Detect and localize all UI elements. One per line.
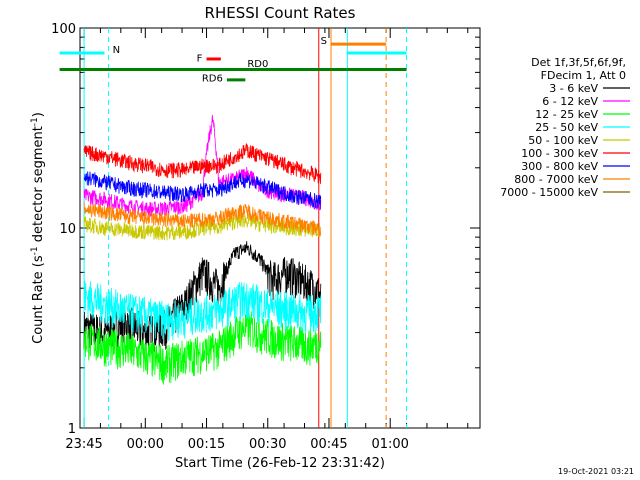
chart-title: RHESSI Count Rates bbox=[205, 4, 356, 22]
x-axis-label: Start Time (26-Feb-12 23:31:42) bbox=[175, 456, 385, 471]
x-tick-label: 00:15 bbox=[188, 437, 225, 452]
y-tick-label: 10 bbox=[59, 222, 76, 237]
legend-entry-label: 12 - 25 keV bbox=[535, 108, 598, 121]
series-line-50-100-kev bbox=[83, 212, 322, 241]
annotation-n: N bbox=[113, 45, 120, 56]
y-tick-label: 1 bbox=[68, 422, 76, 437]
legend-header-line: FDecim 1, Att 0 bbox=[541, 69, 626, 82]
legend-entry-label: 100 - 300 keV bbox=[521, 147, 598, 160]
y-axis-label: Count Rate (s-1 detector segment-1) bbox=[30, 112, 46, 344]
legend-entry-label: 6 - 12 keV bbox=[542, 95, 598, 108]
annotation-rd0: RD0 bbox=[247, 59, 268, 70]
y-tick-label: 100 bbox=[51, 22, 76, 37]
series-line-100-300-kev bbox=[83, 143, 322, 184]
x-tick-label: 00:45 bbox=[310, 437, 347, 452]
x-tick-label: 01:00 bbox=[371, 437, 408, 452]
legend-entry-label: 800 - 7000 keV bbox=[514, 173, 598, 186]
plot-area: 1 10 100 23:45 00:00 00:15 00:30 00:45 01:00 N F RD… bbox=[51, 22, 481, 452]
series-line-800-7000-kev bbox=[83, 201, 322, 238]
annotation-rd6: RD6 bbox=[202, 74, 223, 85]
x-tick-label: 00:00 bbox=[127, 437, 164, 452]
legend-entry-label: 3 - 6 keV bbox=[549, 82, 598, 95]
annotation-f: F bbox=[197, 53, 203, 64]
series-line-12-25-kev bbox=[83, 310, 322, 385]
legend-entry-label: 25 - 50 keV bbox=[535, 121, 598, 134]
legend-entry-label: 50 - 100 keV bbox=[528, 134, 598, 147]
footer-date: 19-Oct-2021 03:21 bbox=[558, 467, 634, 476]
legend-header-line: Det 1f,3f,5f,6f,9f, bbox=[531, 56, 626, 69]
x-tick-label: 23:45 bbox=[65, 437, 102, 452]
legend-entry-label: 7000 - 15000 keV bbox=[500, 186, 598, 199]
series-line-25-50-kev bbox=[83, 280, 322, 341]
x-tick-label: 00:30 bbox=[249, 437, 286, 452]
legend: Det 1f,3f,5f,6f,9f,FDecim 1, Att 03 - 6 … bbox=[500, 56, 630, 199]
annotation-s: S bbox=[321, 36, 327, 47]
series-line-300-800-kev bbox=[83, 171, 322, 210]
legend-entry-label: 300 - 800 keV bbox=[521, 160, 598, 173]
